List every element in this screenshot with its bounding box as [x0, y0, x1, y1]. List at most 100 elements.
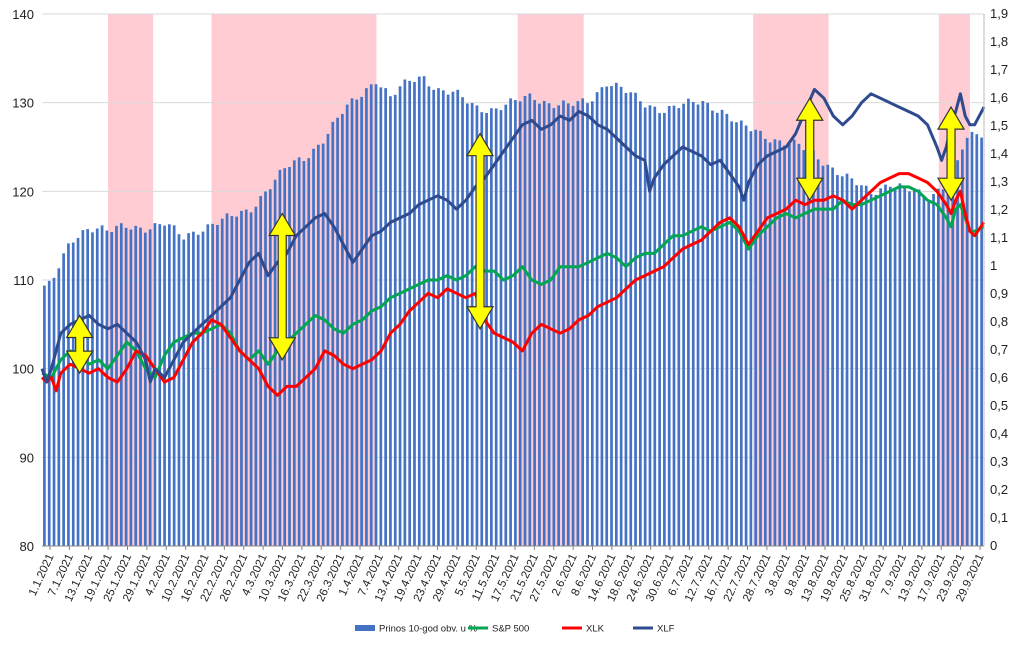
- yield-bar: [711, 110, 714, 547]
- annotation-arrow-4: [795, 97, 824, 202]
- yield-bar: [860, 185, 863, 546]
- yield-bar: [408, 80, 412, 547]
- yield-bar: [187, 233, 190, 546]
- yield-bar: [643, 107, 647, 546]
- yield-bar: [542, 100, 546, 547]
- yield-bar: [417, 76, 421, 546]
- yield-bar: [667, 106, 671, 546]
- yield-bar: [831, 167, 834, 546]
- yield-bar: [576, 101, 580, 546]
- yield-bar: [614, 82, 618, 546]
- yield-bar: [485, 112, 488, 547]
- yield-bar: [134, 225, 138, 546]
- yield-bar: [773, 139, 777, 547]
- yield-bar: [845, 173, 849, 546]
- yield-bar: [451, 91, 455, 547]
- yield-bar: [345, 104, 349, 547]
- yield-bar: [826, 164, 830, 546]
- yield-bar: [441, 90, 445, 547]
- yield-bar: [812, 150, 815, 546]
- yield-bar: [759, 130, 762, 546]
- annotation-arrow-1: [65, 314, 94, 375]
- yield-bar: [43, 285, 46, 546]
- yield-bar: [874, 194, 878, 547]
- yield-bar: [192, 231, 195, 547]
- y-axis-left-ticks: 80 90 100 110 120 130 140: [12, 7, 34, 554]
- yield-bar: [912, 190, 916, 547]
- yield-bar: [76, 237, 80, 547]
- yield-bar: [393, 94, 397, 546]
- yield-bar: [523, 95, 527, 546]
- yield-bar: [725, 113, 729, 547]
- yield-bar: [268, 189, 272, 546]
- yield-bar: [398, 86, 402, 547]
- yield-bar: [432, 89, 436, 546]
- yield-bar: [273, 179, 277, 546]
- yield-bar: [744, 125, 748, 546]
- yield-bar: [201, 231, 205, 546]
- y-right-tick-label: 1,7: [990, 62, 1008, 77]
- yield-bar: [807, 149, 810, 546]
- yield-bar: [898, 183, 902, 546]
- y-right-tick-label: 0,7: [990, 342, 1008, 357]
- yield-bar: [124, 227, 128, 546]
- yield-bar: [932, 193, 935, 546]
- annotation-arrows: [65, 97, 966, 375]
- yield-bar: [67, 243, 70, 547]
- yield-bar: [855, 185, 858, 546]
- yield-bar: [456, 89, 460, 546]
- y-right-tick-label: 0,1: [990, 510, 1008, 525]
- yield-bar: [735, 122, 738, 546]
- yield-bar: [956, 160, 959, 546]
- yield-bar: [917, 189, 921, 547]
- yield-bar: [220, 218, 224, 546]
- y-right-tick-label: 0,6: [990, 370, 1008, 385]
- yield-bar: [864, 185, 868, 546]
- yield-bar: [379, 87, 383, 546]
- yield-bar: [720, 109, 724, 546]
- yield-bar: [754, 129, 758, 546]
- y-right-tick-label: 0,9: [990, 286, 1008, 301]
- yield-bar: [528, 93, 532, 546]
- yield-bar: [696, 104, 700, 546]
- yield-bar: [547, 103, 551, 547]
- yield-bar: [288, 167, 291, 547]
- yield-bar: [509, 98, 512, 547]
- y-right-tick-label: 0,8: [990, 314, 1008, 329]
- y-right-tick-label: 0,3: [990, 454, 1008, 469]
- yield-bar: [836, 175, 839, 546]
- yield-bar: [840, 176, 844, 546]
- yield-bar: [518, 101, 522, 547]
- yield-bar: [961, 149, 964, 546]
- yield-bar: [341, 113, 344, 546]
- yield-bar: [965, 137, 969, 546]
- yield-bar: [427, 86, 431, 546]
- yield-bar: [619, 86, 623, 546]
- yield-bar: [317, 144, 320, 546]
- yield-bar: [374, 84, 378, 546]
- yield-bar: [749, 131, 753, 546]
- yield-bar: [403, 79, 407, 546]
- yield-bar: [783, 145, 786, 546]
- y-right-tick-label: 0,5: [990, 398, 1008, 413]
- y-axis-right-ticks: 0 0,1 0,2 0,3 0,4 0,5 0,6 0,7 0,8 0,9 1 1,1 1,2 1,3 1,…: [990, 6, 1008, 553]
- yield-bar: [302, 160, 306, 547]
- yield-bar: [797, 143, 801, 547]
- yield-bar: [941, 189, 945, 547]
- yield-bar: [413, 82, 416, 546]
- y-right-tick-label: 1,2: [990, 202, 1008, 217]
- yield-bar: [47, 280, 51, 546]
- yield-bar: [283, 168, 287, 546]
- yield-bar: [624, 92, 628, 546]
- yield-bar: [153, 223, 157, 546]
- yield-bar: [143, 232, 147, 546]
- yield-bar: [605, 86, 609, 546]
- yield-bar: [71, 242, 75, 546]
- legend-swatch-yield: [355, 625, 375, 631]
- yield-bar: [701, 101, 705, 546]
- y-right-tick-label: 1,6: [990, 90, 1008, 105]
- yield-bar: [672, 105, 676, 546]
- legend: Prinos 10-god obv. u % S&P 500 XLK XLF: [355, 624, 675, 635]
- yield-bar: [62, 253, 65, 546]
- yield-bar: [480, 112, 484, 546]
